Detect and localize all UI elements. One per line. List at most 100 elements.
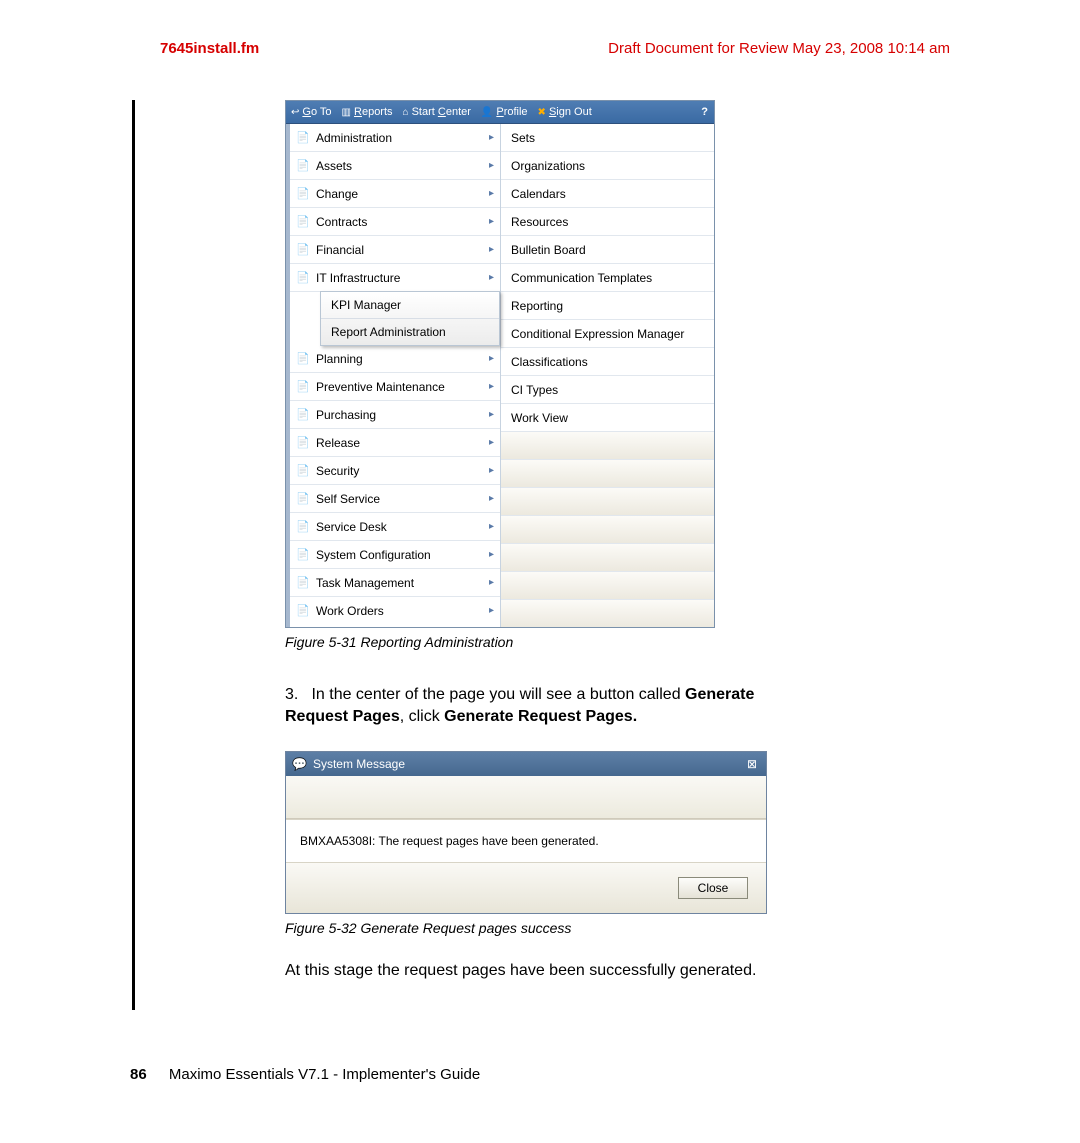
right-item-organizations[interactable]: Organizations: [501, 152, 714, 180]
right-item-reporting[interactable]: Reporting: [501, 292, 714, 320]
chevron-right-icon: ▸: [489, 216, 496, 227]
menu-item-system-configuration[interactable]: 📄 System Configuration ▸: [290, 541, 500, 569]
change-icon: 📄: [294, 187, 312, 200]
it-icon: 📄: [294, 271, 312, 284]
menu-item-security[interactable]: 📄 Security ▸: [290, 457, 500, 485]
chevron-right-icon: ▸: [489, 493, 496, 504]
reports-icon: ▥: [342, 107, 351, 118]
menu-item-task-management[interactable]: 📄 Task Management ▸: [290, 569, 500, 597]
servicedesk-icon: 📄: [294, 520, 312, 533]
chevron-right-icon: ▸: [489, 272, 496, 283]
chevron-right-icon: ▸: [489, 381, 496, 392]
profile-icon: 👤: [481, 107, 493, 118]
chevron-right-icon: ▸: [489, 409, 496, 420]
figure-caption-32: Figure 5-32 Generate Request pages succe…: [285, 920, 925, 936]
menu-item-contracts[interactable]: 📄 Contracts ▸: [290, 208, 500, 236]
chevron-right-icon: ▸: [489, 521, 496, 532]
close-button[interactable]: Close: [678, 877, 748, 899]
menu-item-it-infrastructure[interactable]: 📄 IT Infrastructure ▸: [290, 264, 500, 292]
right-item-resources[interactable]: Resources: [501, 208, 714, 236]
submenu-kpi-manager[interactable]: KPI Manager: [321, 292, 499, 319]
financial-icon: 📄: [294, 243, 312, 256]
menu-item-assets[interactable]: 📄 Assets ▸: [290, 152, 500, 180]
draft-banner: Draft Document for Review May 23, 2008 1…: [608, 40, 950, 57]
nav-reports[interactable]: ▥ Reports: [337, 101, 398, 123]
menu-item-preventive-maintenance[interactable]: 📄 Preventive Maintenance ▸: [290, 373, 500, 401]
nav-start-center[interactable]: ⌂ Start Center: [398, 101, 476, 123]
dialog-spacer: [286, 776, 766, 819]
dialog-title-text: System Message: [313, 757, 744, 771]
right-empty-row: [501, 600, 714, 627]
right-empty-row: [501, 544, 714, 572]
menu-item-change[interactable]: 📄 Change ▸: [290, 180, 500, 208]
menu-screenshot: ↩ Go To ▥ Reports ⌂ Start Center 👤 Profi…: [285, 100, 715, 628]
chevron-right-icon: ▸: [489, 605, 496, 616]
release-icon: 📄: [294, 436, 312, 449]
workorders-icon: 📄: [294, 604, 312, 617]
right-empty-row: [501, 572, 714, 600]
chevron-right-icon: ▸: [489, 132, 496, 143]
right-item-work-view[interactable]: Work View: [501, 404, 714, 432]
book-title: Maximo Essentials V7.1 - Implementer's G…: [169, 1066, 480, 1083]
security-icon: 📄: [294, 464, 312, 477]
sysconfig-icon: 📄: [294, 548, 312, 561]
planning-icon: 📄: [294, 352, 312, 365]
nav-signout[interactable]: ✖ Sign Out: [533, 101, 597, 123]
menu-item-service-desk[interactable]: 📄 Service Desk ▸: [290, 513, 500, 541]
menu-item-work-orders[interactable]: 📄 Work Orders ▸: [290, 597, 500, 624]
dialog-message: BMXAA5308I: The request pages have been …: [286, 819, 766, 863]
submenu-report-administration[interactable]: Report Administration: [321, 319, 499, 345]
assets-icon: 📄: [294, 159, 312, 172]
chevron-right-icon: ▸: [489, 465, 496, 476]
nav-goto[interactable]: ↩ Go To: [286, 101, 337, 123]
message-icon: 💬: [292, 757, 307, 771]
nav-profile[interactable]: 👤 Profile: [476, 101, 533, 123]
closing-paragraph: At this stage the request pages have bee…: [285, 962, 925, 980]
menu-item-self-service[interactable]: 📄 Self Service ▸: [290, 485, 500, 513]
system-message-dialog: 💬 System Message ⊠ BMXAA5308I: The reque…: [285, 751, 767, 914]
dialog-close-icon[interactable]: ⊠: [744, 756, 760, 772]
chevron-right-icon: ▸: [489, 549, 496, 560]
home-icon: ⌂: [403, 107, 409, 118]
app-navbar: ↩ Go To ▥ Reports ⌂ Start Center 👤 Profi…: [286, 101, 714, 124]
chevron-right-icon: ▸: [489, 244, 496, 255]
step-3-text: 3. In the center of the page you will se…: [285, 684, 775, 727]
right-empty-row: [501, 516, 714, 544]
goto-icon: ↩: [291, 107, 299, 118]
right-item-communication-templates[interactable]: Communication Templates: [501, 264, 714, 292]
right-empty-row: [501, 460, 714, 488]
submenu-popup: KPI Manager Report Administration: [320, 291, 500, 346]
right-item-sets[interactable]: Sets: [501, 124, 714, 152]
right-item-calendars[interactable]: Calendars: [501, 180, 714, 208]
menu-item-purchasing[interactable]: 📄 Purchasing ▸: [290, 401, 500, 429]
dialog-titlebar: 💬 System Message ⊠: [286, 752, 766, 776]
task-icon: 📄: [294, 576, 312, 589]
chevron-right-icon: ▸: [489, 160, 496, 171]
chevron-right-icon: ▸: [489, 577, 496, 588]
signout-icon: ✖: [538, 107, 546, 118]
menu-left-column: 📄 Administration ▸ 📄 Assets ▸ 📄 Change: [290, 124, 501, 627]
menu-item-release[interactable]: 📄 Release ▸: [290, 429, 500, 457]
right-item-classifications[interactable]: Classifications: [501, 348, 714, 376]
contracts-icon: 📄: [294, 215, 312, 228]
purchasing-icon: 📄: [294, 408, 312, 421]
right-item-ci-types[interactable]: CI Types: [501, 376, 714, 404]
left-rule: [132, 100, 135, 1010]
menu-item-financial[interactable]: 📄 Financial ▸: [290, 236, 500, 264]
right-empty-row: [501, 432, 714, 460]
folder-icon: 📄: [294, 131, 312, 144]
menu-item-planning[interactable]: 📄 Planning ▸: [290, 345, 500, 373]
chevron-right-icon: ▸: [489, 188, 496, 199]
figure-caption-31: Figure 5-31 Reporting Administration: [285, 634, 925, 650]
chevron-right-icon: ▸: [489, 437, 496, 448]
page-number: 86: [130, 1066, 147, 1083]
nav-help[interactable]: ?: [695, 106, 714, 118]
dialog-footer: Close: [286, 863, 766, 913]
page-footer: 86 Maximo Essentials V7.1 - Implementer'…: [130, 1066, 480, 1083]
right-item-conditional-expression-manager[interactable]: Conditional Expression Manager: [501, 320, 714, 348]
menu-item-administration[interactable]: 📄 Administration ▸: [290, 124, 500, 152]
pm-icon: 📄: [294, 380, 312, 393]
right-item-bulletin-board[interactable]: Bulletin Board: [501, 236, 714, 264]
right-empty-row: [501, 488, 714, 516]
selfservice-icon: 📄: [294, 492, 312, 505]
